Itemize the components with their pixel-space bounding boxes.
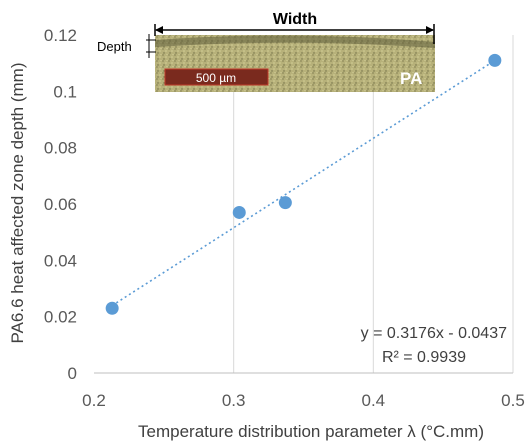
- material-label: PA: [400, 69, 422, 88]
- scale-bar-label: 500 µm: [196, 71, 236, 85]
- y-tick-label: 0.1: [53, 82, 77, 101]
- data-point: [232, 205, 246, 219]
- x-tick-label: 0.5: [501, 391, 525, 410]
- data-points: [105, 53, 502, 315]
- scale-bar: [164, 68, 269, 86]
- trendline-equation: y = 0.3176x - 0.0437: [361, 325, 507, 342]
- width-label: Width: [273, 11, 317, 28]
- data-point: [278, 196, 292, 210]
- trendline: [111, 59, 496, 307]
- heat-affected-zone-band: [155, 35, 435, 48]
- y-tick-label: 0: [68, 364, 77, 383]
- y-tick-label: 0.08: [44, 139, 77, 158]
- y-tick-label: 0.12: [44, 26, 77, 45]
- x-axis-title: Temperature distribution parameter λ (°C…: [138, 422, 484, 441]
- x-tick-label: 0.3: [222, 391, 246, 410]
- data-point: [488, 53, 502, 67]
- width-arrow-left-head: [155, 26, 163, 34]
- r-squared-label: R² = 0.9939: [382, 349, 466, 366]
- y-tick-label: 0.02: [44, 308, 77, 327]
- x-axis-ticks: 0.2 0.3 0.4 0.5: [82, 391, 525, 410]
- x-tick-label: 0.2: [82, 391, 106, 410]
- depth-label: Depth: [97, 39, 132, 54]
- y-axis-title: PA6.6 heat affected zone depth (mm): [8, 63, 27, 344]
- y-tick-label: 0.04: [44, 251, 77, 270]
- width-arrow-right-head: [426, 26, 434, 34]
- y-tick-label: 0.06: [44, 195, 77, 214]
- y-axis-ticks: 0 0.02 0.04 0.06 0.08 0.1 0.12: [44, 26, 77, 383]
- data-point: [105, 301, 119, 315]
- micrograph-inset: Width Depth 500 µm PA: [97, 11, 435, 92]
- x-tick-label: 0.4: [362, 391, 386, 410]
